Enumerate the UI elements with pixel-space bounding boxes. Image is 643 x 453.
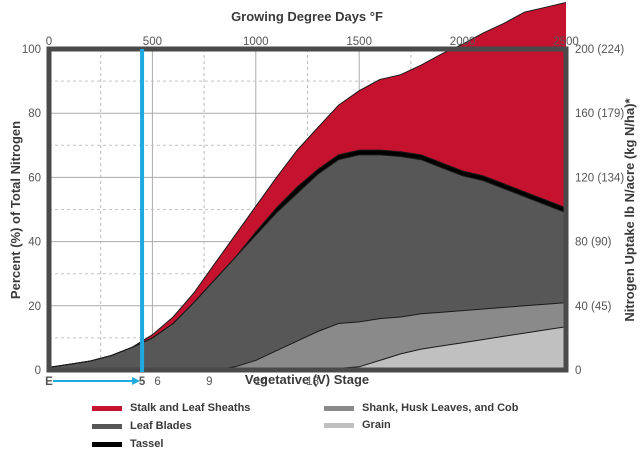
top-tick-0: 0 bbox=[46, 36, 52, 48]
legend-label-leaf-blades: Leaf Blades bbox=[130, 420, 192, 432]
legend-item-stalk: Stalk and Leaf Sheaths bbox=[92, 400, 250, 416]
area-grain bbox=[49, 326, 566, 370]
area-stalk-and-leaf-sheaths bbox=[49, 2, 566, 368]
legend-swatch-tassel bbox=[92, 441, 122, 447]
legend-label-stalk: Stalk and Leaf Sheaths bbox=[130, 402, 251, 414]
right-tick-5: 200 (224) bbox=[575, 44, 624, 56]
left-axis-title: Percent (%) of Total Nitrogen bbox=[8, 121, 23, 299]
legend-item-grain: Grain bbox=[324, 417, 391, 433]
top-tick-1: 500 bbox=[143, 36, 162, 48]
right-tick-1: 40 (45) bbox=[575, 301, 612, 313]
plot-frame bbox=[46, 46, 569, 373]
top-tick-5: 2500 bbox=[553, 36, 579, 48]
bottom-tick-3: 9 bbox=[206, 376, 212, 388]
legend-swatch-grain bbox=[324, 422, 354, 428]
left-tick-5: 100 bbox=[22, 44, 41, 56]
plot-border bbox=[46, 46, 569, 373]
v5-arrow-head bbox=[132, 377, 141, 385]
right-tick-4: 160 (179) bbox=[575, 108, 624, 120]
top-tick-4: 2000 bbox=[450, 36, 476, 48]
stacked-areas bbox=[49, 2, 566, 370]
right-tick-3: 120 (134) bbox=[575, 172, 624, 184]
right-tick-2: 80 (90) bbox=[575, 237, 612, 249]
bottom-tick-4: 14 bbox=[255, 376, 268, 388]
legend-swatch-leaf-blades bbox=[92, 423, 122, 429]
bottom-axis-title: Vegetative (V) Stage bbox=[245, 372, 369, 387]
bottom-tick-5: 18 bbox=[306, 376, 319, 388]
bottom-tick-1: 5 bbox=[139, 376, 146, 388]
legend-item-leaf-blades: Leaf Blades bbox=[92, 418, 192, 434]
left-tick-2: 40 bbox=[28, 237, 41, 249]
legend-item-shank: Shank, Husk Leaves, and Cob bbox=[324, 400, 519, 416]
left-tick-1: 20 bbox=[28, 301, 41, 313]
legend-swatch-stalk bbox=[92, 405, 122, 411]
top-tick-3: 1500 bbox=[346, 36, 372, 48]
right-tick-0: 0 bbox=[575, 365, 581, 377]
left-tick-0: 0 bbox=[35, 365, 41, 377]
legend-label-grain: Grain bbox=[362, 419, 391, 431]
legend-label-shank: Shank, Husk Leaves, and Cob bbox=[362, 402, 519, 414]
top-axis-title: Growing Degree Days °F bbox=[231, 9, 383, 24]
bottom-tick-0: E bbox=[45, 376, 53, 388]
v5-marker bbox=[53, 49, 145, 385]
area-shank-husk-leaves-and-cob bbox=[49, 302, 566, 370]
bottom-tick-2: 6 bbox=[154, 376, 160, 388]
top-tick-2: 1000 bbox=[243, 36, 269, 48]
left-tick-4: 80 bbox=[28, 108, 41, 120]
legend: Stalk and Leaf Sheaths Shank, Husk Leave… bbox=[92, 398, 612, 453]
legend-swatch-shank bbox=[324, 405, 354, 411]
legend-label-tassel: Tassel bbox=[130, 438, 164, 450]
area-leaf-blades bbox=[49, 154, 566, 370]
legend-item-tassel: Tassel bbox=[92, 436, 163, 452]
outline-stalk-and-leaf-sheaths bbox=[48, 2, 567, 368]
left-tick-3: 60 bbox=[28, 172, 41, 184]
right-axis-title: Nitrogen Uptake lb N/acre (kg N/ha)* bbox=[622, 97, 637, 321]
